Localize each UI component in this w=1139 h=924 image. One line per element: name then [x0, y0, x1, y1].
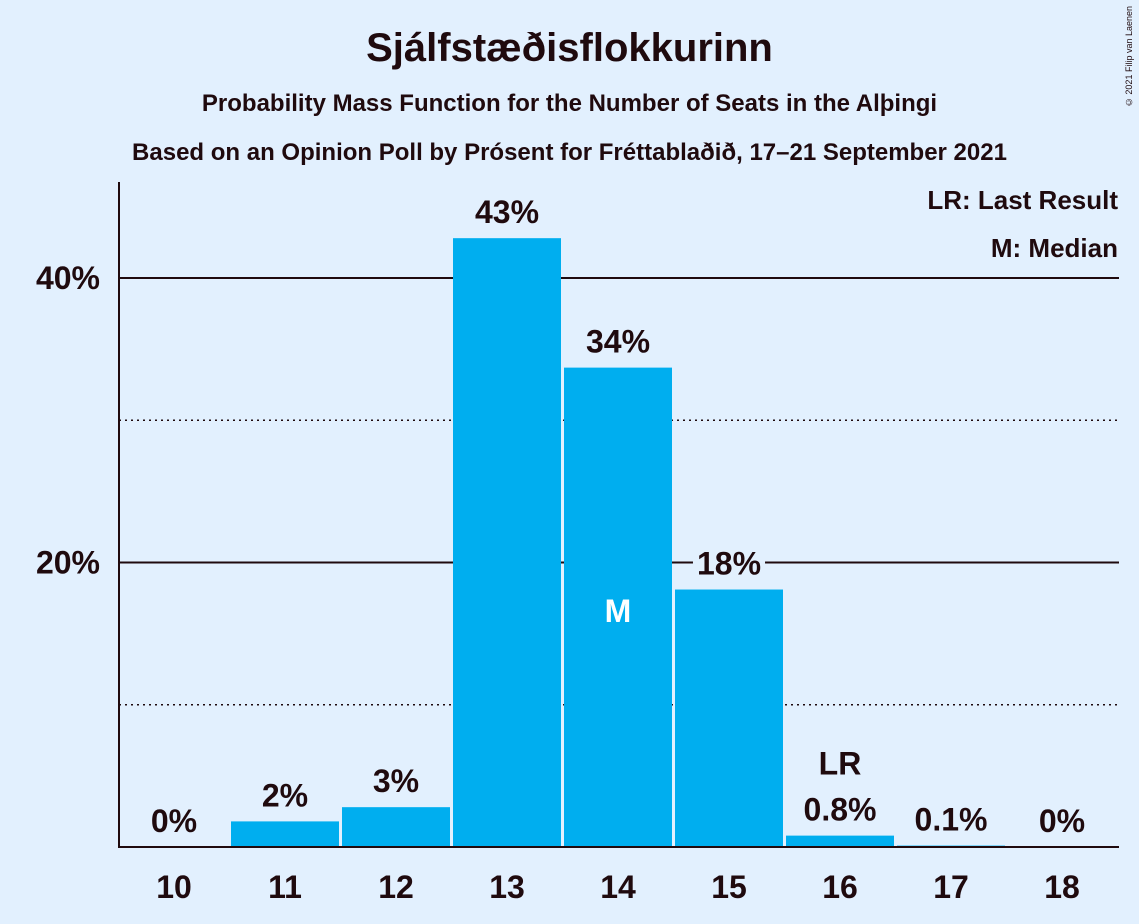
bar-value-label-10: 0%: [151, 803, 197, 839]
bar-value-label-17: 0.1%: [915, 802, 988, 838]
bar-value-label-18: 0%: [1039, 803, 1085, 839]
x-tick-label-16: 16: [822, 869, 858, 905]
bar-value-label-bg-13: [470, 194, 544, 231]
x-tick-label-15: 15: [711, 869, 747, 905]
x-tick-label-10: 10: [156, 869, 192, 905]
bar-value-label-bg-14: [581, 323, 655, 360]
bar-value-label-16: 0.8%: [804, 792, 877, 828]
last-result-marker: LR: [819, 746, 862, 782]
y-tick-label-0: 20%: [36, 545, 100, 581]
legend-entry-1: M: Median: [991, 233, 1118, 263]
bar-11: [231, 821, 339, 847]
median-marker: M: [605, 593, 632, 629]
bar-value-label-14: 34%: [586, 324, 650, 360]
bar-15: [675, 589, 783, 847]
bar-12: [342, 807, 450, 847]
bar-value-label-bg-15: [692, 545, 766, 582]
bar-value-label-bg-18: [1034, 803, 1090, 839]
y-tick-label-1: 40%: [36, 260, 100, 296]
bar-value-label-bg-12: [368, 763, 424, 800]
bar-value-label-bg-10: [146, 803, 202, 839]
bar-value-label-bg-11: [257, 777, 313, 814]
x-tick-label-14: 14: [600, 869, 636, 905]
legend-entry-0: LR: Last Result: [927, 185, 1118, 215]
chart-source-subtitle: Based on an Opinion Poll by Prósent for …: [132, 139, 1007, 166]
x-tick-label-17: 17: [933, 869, 969, 905]
x-tick-label-11: 11: [268, 869, 302, 905]
x-tick-label-18: 18: [1044, 869, 1080, 905]
chart-title: Sjálfstæðisflokkurinn: [366, 26, 773, 70]
bar-value-label-bg-17: [910, 801, 992, 838]
bar-value-label-11: 2%: [262, 777, 308, 813]
bar-16: [786, 835, 894, 847]
bar-value-label-bg-16: [799, 791, 881, 828]
bar-14: [564, 367, 672, 847]
x-tick-label-12: 12: [378, 869, 414, 905]
chart-subtitle: Probability Mass Function for the Number…: [201, 90, 938, 117]
x-tick-label-13: 13: [489, 869, 525, 905]
bar-value-label-12: 3%: [373, 763, 419, 799]
bar-value-label-13: 43%: [475, 194, 539, 230]
bar-value-label-15: 18%: [697, 546, 761, 582]
bar-13: [453, 238, 561, 848]
